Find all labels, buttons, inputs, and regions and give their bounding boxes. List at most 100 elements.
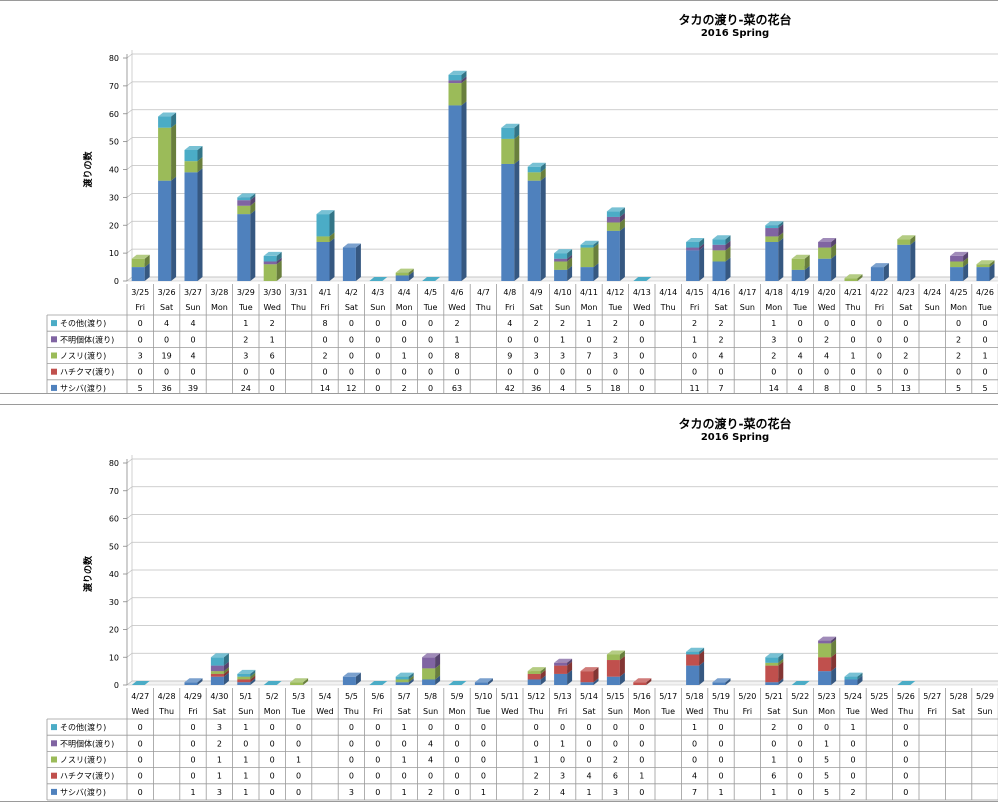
x-tick-label: 3/29 — [237, 288, 255, 297]
data-label: 0 — [138, 739, 143, 748]
bar-zero-marker — [369, 681, 388, 685]
bar-front — [844, 679, 858, 685]
bar-front — [184, 149, 198, 162]
data-label: 0 — [349, 739, 354, 748]
y-tick-label: 50 — [109, 138, 119, 147]
bar-side — [778, 221, 784, 229]
x-weekday-label: Thu — [660, 303, 676, 312]
data-label: 0 — [903, 368, 908, 377]
chart-title: タカの渡り-菜の花台 — [678, 417, 792, 431]
x-tick-label: 5/25 — [870, 692, 888, 701]
bar-side — [831, 636, 837, 644]
x-tick-label: 5/10 — [474, 692, 492, 701]
bar-side — [831, 237, 837, 248]
data-label: 0 — [428, 723, 433, 732]
data-label: 5 — [877, 384, 882, 393]
x-weekday-label: Fri — [690, 303, 700, 312]
data-label: 0 — [586, 723, 591, 732]
legend-label: ハチクマ(渡り) — [60, 367, 114, 377]
data-label: 2 — [903, 352, 908, 361]
bar-side — [778, 237, 784, 281]
data-label: 0 — [586, 368, 591, 377]
bar-side — [303, 678, 309, 685]
bar-side — [725, 235, 731, 245]
bar-segment — [184, 145, 203, 162]
data-label: 0 — [903, 756, 908, 765]
bar-front — [527, 679, 541, 685]
bar-segment — [818, 636, 837, 644]
bar-side — [250, 672, 256, 680]
data-label: 0 — [877, 368, 882, 377]
x-tick-label: 4/2 — [345, 288, 358, 297]
bar-top — [897, 235, 916, 240]
bar-segment — [158, 112, 177, 128]
x-weekday-label: Sat — [160, 303, 173, 312]
bar-front — [554, 253, 568, 259]
y-tick-label: 10 — [109, 653, 119, 662]
bar-front — [158, 180, 172, 281]
bar-side — [593, 678, 599, 685]
x-weekday-label: Sat — [398, 707, 411, 716]
y-axis-label: 渡りの数 — [82, 151, 94, 188]
bar-front — [158, 127, 172, 181]
data-label: 2 — [534, 772, 539, 781]
bar-side — [963, 257, 969, 268]
bar-front — [791, 258, 805, 270]
data-label: 0 — [138, 319, 143, 328]
bar-zero-marker — [422, 277, 441, 281]
chart-panel-2: タカの渡り-菜の花台 2016 Spring 渡りの数 0 10 20 30 40 50 60… — [0, 404, 998, 802]
data-label: 1 — [481, 788, 486, 797]
data-label: 3 — [613, 788, 618, 797]
x-tick-label: 4/26 — [976, 288, 994, 297]
bar-segment — [527, 176, 546, 281]
bar-side — [593, 240, 599, 248]
bar-side — [646, 678, 652, 685]
bar-segment — [580, 667, 599, 683]
data-label: 0 — [454, 756, 459, 765]
x-weekday-label: Thu — [343, 707, 359, 716]
data-label: 4 — [798, 384, 803, 393]
x-tick-label: 3/25 — [131, 288, 149, 297]
bar-front — [448, 83, 462, 106]
data-label: 0 — [586, 756, 591, 765]
data-label: 0 — [375, 352, 380, 361]
bar-segment — [870, 263, 889, 281]
bar-front — [818, 241, 832, 248]
bar-side — [857, 675, 863, 685]
bar-side — [355, 672, 361, 685]
x-weekday-label: Mon — [211, 303, 228, 312]
chart-plot-1: 渡りの数010203040506070803/25Fri3/26Sat3/27S… — [46, 50, 998, 393]
bar-segment — [316, 237, 335, 281]
chart-plot-2: 渡りの数010203040506070804/27Wed4/28Thu4/29F… — [46, 455, 998, 801]
bar-side — [699, 243, 705, 251]
bar-front — [448, 80, 462, 84]
data-label: 0 — [322, 335, 327, 344]
bar-segment — [844, 672, 863, 680]
data-label: 0 — [534, 723, 539, 732]
data-label: 1 — [243, 756, 248, 765]
x-tick-label: 4/20 — [818, 288, 836, 297]
legend-key — [51, 368, 57, 375]
bar-segment — [422, 653, 441, 669]
x-tick-label: 3/26 — [158, 288, 176, 297]
data-label: 8 — [322, 319, 327, 328]
data-label: 0 — [243, 368, 248, 377]
x-weekday-label: Sun — [370, 303, 385, 312]
data-label: 0 — [692, 352, 697, 361]
x-weekday-label: Thu — [475, 303, 491, 312]
y-tick-label: 50 — [109, 542, 119, 551]
bar-segment — [818, 254, 837, 281]
data-label: 2 — [322, 352, 327, 361]
bar-side — [540, 669, 546, 680]
data-label: 0 — [190, 335, 195, 344]
x-weekday-label: Sun — [555, 303, 570, 312]
x-tick-label: 5/23 — [818, 692, 836, 701]
data-label: 0 — [428, 384, 433, 393]
bar-side — [567, 669, 573, 685]
data-label: 0 — [190, 772, 195, 781]
bar-side — [197, 678, 203, 685]
bar-front — [870, 267, 884, 281]
x-weekday-label: Tue — [660, 707, 675, 716]
data-label: 0 — [903, 723, 908, 732]
bar-front — [897, 239, 911, 245]
